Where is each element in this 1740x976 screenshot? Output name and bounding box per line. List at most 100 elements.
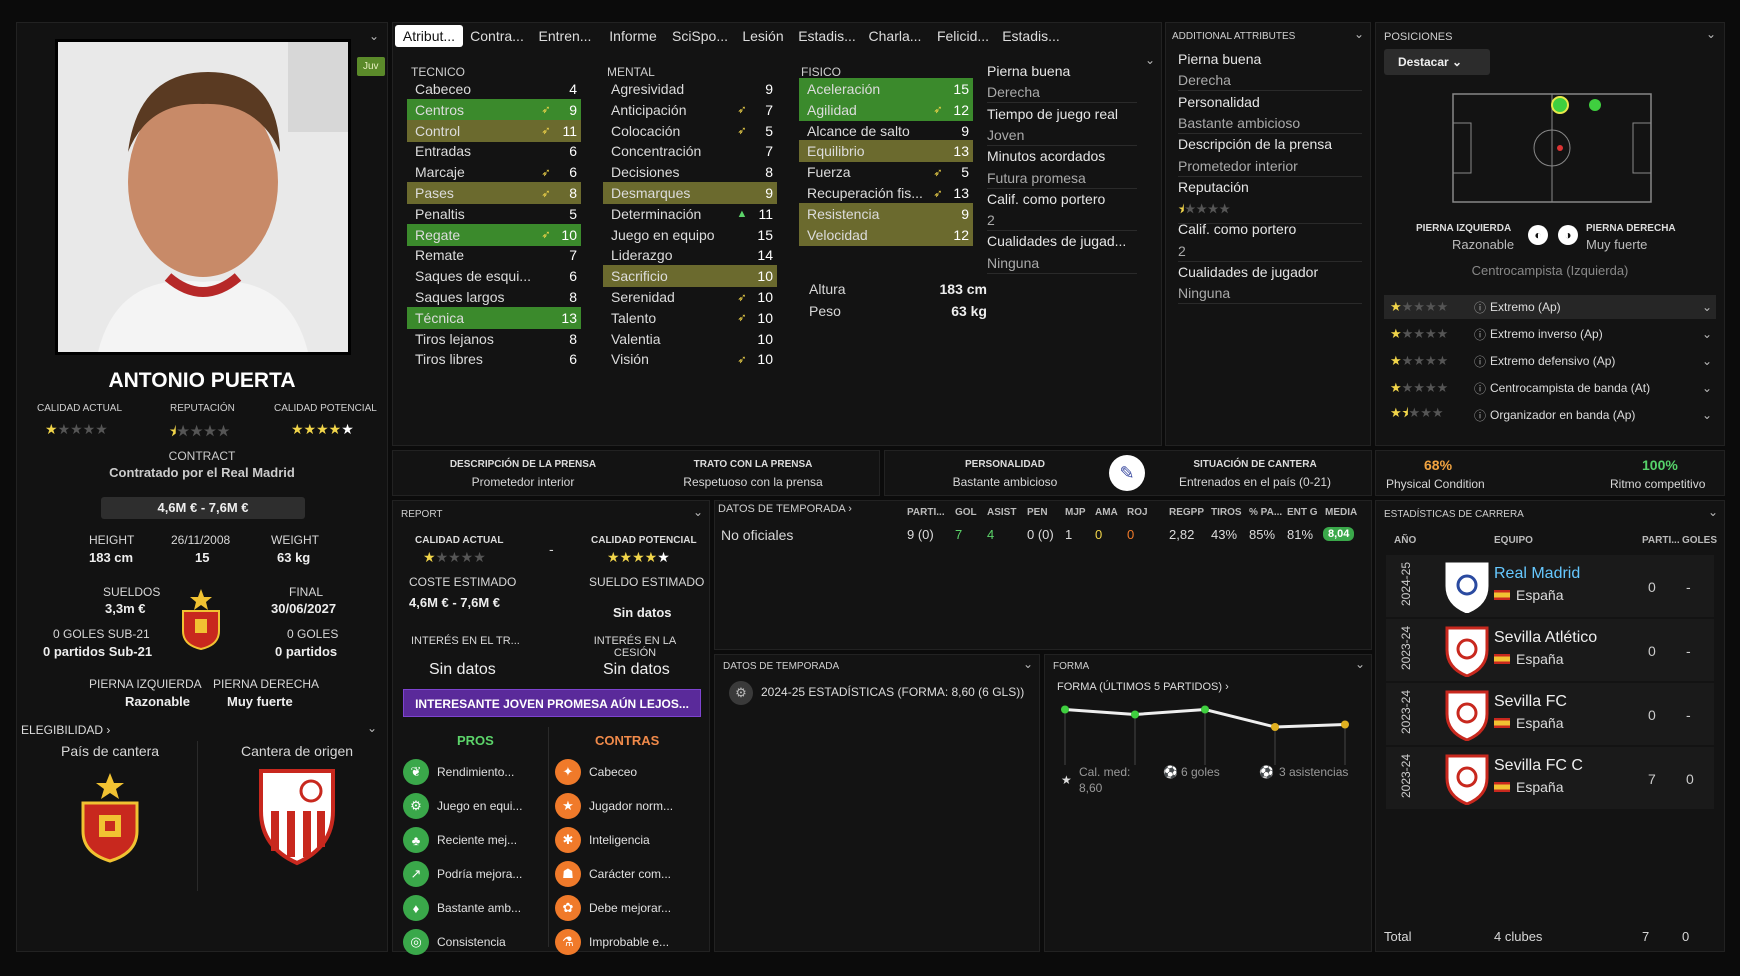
chevron-down-icon[interactable]: ⌄ bbox=[1702, 354, 1713, 368]
attribute-row[interactable]: Entradas 6 bbox=[407, 140, 581, 162]
career-row[interactable]: 2024-25 Real Madrid España 0 - bbox=[1386, 555, 1714, 617]
eligibility-chevron-icon[interactable]: ⌄ bbox=[366, 721, 377, 735]
attribute-row[interactable]: Talento ➶ 10 bbox=[603, 307, 777, 329]
attribute-row[interactable]: Agresividad 9 bbox=[603, 78, 777, 100]
attribute-row[interactable]: Aceleración 15 bbox=[799, 78, 973, 100]
career-row[interactable]: 2023-24 Sevilla FC España 0 - bbox=[1386, 683, 1714, 745]
attribute-row[interactable]: Velocidad 12 bbox=[799, 223, 973, 246]
pro-item[interactable]: ⚙ Juego en equi... bbox=[403, 793, 543, 819]
pro-item[interactable]: ♦ Bastante amb... bbox=[403, 895, 543, 921]
tab-5[interactable]: Lesión bbox=[742, 28, 784, 44]
info-icon[interactable]: ⓘ bbox=[1474, 300, 1487, 315]
additional-chevron-icon[interactable]: ⌄ bbox=[1353, 27, 1364, 41]
career-team[interactable]: Real Madrid bbox=[1494, 565, 1581, 582]
info-icon[interactable]: ⓘ bbox=[1474, 381, 1487, 396]
chevron-down-icon[interactable]: ⌄ bbox=[1702, 327, 1713, 341]
form-point[interactable] bbox=[1271, 723, 1279, 731]
role-row[interactable]: ★★★★★ ⓘ Extremo inverso (Ap) ⌄ bbox=[1384, 322, 1716, 346]
attribute-row[interactable]: Saques de esqui... 6 bbox=[407, 265, 581, 287]
attribute-row[interactable]: Recuperación fis... ➶ 13 bbox=[799, 182, 973, 204]
career-team[interactable]: Sevilla Atlético bbox=[1494, 629, 1598, 646]
form-point[interactable] bbox=[1131, 710, 1139, 719]
attribute-row[interactable]: Control ➶ 11 bbox=[407, 119, 581, 142]
attribute-row[interactable]: Alcance de salto 9 bbox=[799, 120, 973, 142]
season-title[interactable]: DATOS DE TEMPORADA › bbox=[718, 503, 852, 515]
attribute-row[interactable]: Desmarques 9 bbox=[603, 182, 777, 204]
attribute-row[interactable]: Saques largos 8 bbox=[407, 286, 581, 308]
form-point[interactable] bbox=[1201, 705, 1209, 714]
career-row[interactable]: 2023-24 Sevilla FC C España 7 0 bbox=[1386, 747, 1714, 809]
attribute-row[interactable]: Fuerza ➶ 5 bbox=[799, 161, 973, 183]
attribute-row[interactable]: Remate 7 bbox=[407, 244, 581, 266]
contra-item[interactable]: ⚗ Improbable e... bbox=[555, 929, 695, 955]
contra-item[interactable]: ☗ Carácter com... bbox=[555, 861, 695, 887]
chevron-down-icon[interactable]: ⌄ bbox=[1702, 408, 1713, 422]
form-chevron-icon[interactable]: ⌄ bbox=[1354, 657, 1365, 671]
role-row[interactable]: ★★★★★ ⓘ Extremo defensivo (Ap) ⌄ bbox=[1384, 349, 1716, 373]
attribute-row[interactable]: Equilibrio 13 bbox=[799, 140, 973, 163]
career-team[interactable]: Sevilla FC bbox=[1494, 693, 1567, 710]
contra-item[interactable]: ★ Jugador norm... bbox=[555, 793, 695, 819]
contra-item[interactable]: ✦ Cabeceo bbox=[555, 759, 695, 785]
attribute-row[interactable]: Agilidad ➶ 12 bbox=[799, 98, 973, 121]
info-icon[interactable]: ⓘ bbox=[1474, 408, 1487, 423]
info-icon[interactable]: ⓘ bbox=[1474, 354, 1487, 369]
form-point[interactable] bbox=[1341, 720, 1349, 729]
attribute-row[interactable]: Cabeceo 4 bbox=[407, 78, 581, 100]
tab-3[interactable]: Informe bbox=[609, 28, 657, 44]
attribute-row[interactable]: Determinación ▲ 11 bbox=[603, 203, 777, 225]
highlight-dropdown[interactable]: Destacar ⌄ bbox=[1384, 49, 1490, 75]
info-icon[interactable]: ⓘ bbox=[1474, 327, 1487, 342]
role-row[interactable]: ★★★★★ ⓘ Centrocampista de banda (At) ⌄ bbox=[1384, 376, 1716, 400]
chevron-down-icon[interactable]: ⌄ bbox=[1702, 381, 1713, 395]
report-summary-banner[interactable]: INTERESANTE JOVEN PROMESA AÚN LEJOS... bbox=[403, 689, 701, 717]
contra-item[interactable]: ✱ Inteligencia bbox=[555, 827, 695, 853]
tab-1[interactable]: Contra... bbox=[470, 28, 524, 44]
pro-item[interactable]: ◎ Consistencia bbox=[403, 929, 543, 955]
attribute-row[interactable]: Valentia 10 bbox=[603, 328, 777, 350]
tab-4[interactable]: SciSpo... bbox=[671, 28, 729, 44]
attribute-row[interactable]: Tiros lejanos 8 bbox=[407, 328, 581, 350]
pro-item[interactable]: ↗ Podría mejora... bbox=[403, 861, 543, 887]
attribute-row[interactable]: Regate ➶ 10 bbox=[407, 223, 581, 246]
season2-chevron-icon[interactable]: ⌄ bbox=[1022, 657, 1033, 671]
pro-item[interactable]: ♣ Reciente mej... bbox=[403, 827, 543, 853]
tab-7[interactable]: Charla... bbox=[868, 28, 922, 44]
tab-0[interactable]: Atribut... bbox=[395, 25, 463, 47]
attribute-row[interactable]: Serenidad ➶ 10 bbox=[603, 286, 777, 308]
side-info-chevron-icon[interactable]: ⌄ bbox=[1145, 53, 1156, 67]
chevron-down-icon[interactable]: ⌄ bbox=[1702, 300, 1713, 314]
tab-6[interactable]: Estadis... bbox=[798, 28, 856, 44]
pro-item[interactable]: ❦ Rendimiento... bbox=[403, 759, 543, 785]
role-row[interactable]: ★⯨★★★ ⓘ Organizador en banda (Ap) ⌄ bbox=[1384, 403, 1716, 427]
tab-9[interactable]: Estadis... bbox=[1002, 28, 1060, 44]
attribute-row[interactable]: Pases ➶ 8 bbox=[407, 182, 581, 204]
career-team[interactable]: Sevilla FC C bbox=[1494, 757, 1583, 774]
attribute-row[interactable]: Liderazgo 14 bbox=[603, 244, 777, 266]
report-chevron-icon[interactable]: ⌄ bbox=[692, 505, 703, 519]
tab-8[interactable]: Felicid... bbox=[936, 28, 990, 44]
positions-chevron-icon[interactable]: ⌄ bbox=[1705, 27, 1716, 41]
form-point[interactable] bbox=[1061, 705, 1069, 714]
attribute-row[interactable]: Colocación ➶ 5 bbox=[603, 120, 777, 142]
contra-item[interactable]: ✿ Debe mejorar... bbox=[555, 895, 695, 921]
attribute-row[interactable]: Penaltis 5 bbox=[407, 203, 581, 225]
attribute-row[interactable]: Marcaje ➶ 6 bbox=[407, 161, 581, 183]
role-row[interactable]: ★★★★★ ⓘ Extremo (Ap) ⌄ bbox=[1384, 295, 1716, 319]
eligibility-header[interactable]: ELEGIBILIDAD › bbox=[21, 723, 111, 737]
attribute-row[interactable]: Resistencia 9 bbox=[799, 202, 973, 225]
attribute-row[interactable]: Sacrificio 10 bbox=[603, 265, 777, 288]
attribute-row[interactable]: Tiros libres 6 bbox=[407, 348, 581, 370]
attribute-row[interactable]: Concentración 7 bbox=[603, 140, 777, 162]
attribute-row[interactable]: Visión ➶ 10 bbox=[603, 348, 777, 370]
form-subtitle[interactable]: FORMA (ÚLTIMOS 5 PARTIDOS) › bbox=[1057, 681, 1229, 693]
panel-menu-chevron-icon[interactable]: ⌄ bbox=[368, 29, 379, 43]
attribute-row[interactable]: Técnica 13 bbox=[407, 306, 581, 329]
attribute-row[interactable]: Anticipación ➶ 7 bbox=[603, 99, 777, 121]
career-chevron-icon[interactable]: ⌄ bbox=[1707, 505, 1718, 519]
attribute-row[interactable]: Centros ➶ 9 bbox=[407, 98, 581, 121]
tab-2[interactable]: Entren... bbox=[538, 28, 592, 44]
attribute-row[interactable]: Decisiones 8 bbox=[603, 161, 777, 183]
attribute-row[interactable]: Juego en equipo 15 bbox=[603, 224, 777, 246]
career-row[interactable]: 2023-24 Sevilla Atlético España 0 - bbox=[1386, 619, 1714, 681]
